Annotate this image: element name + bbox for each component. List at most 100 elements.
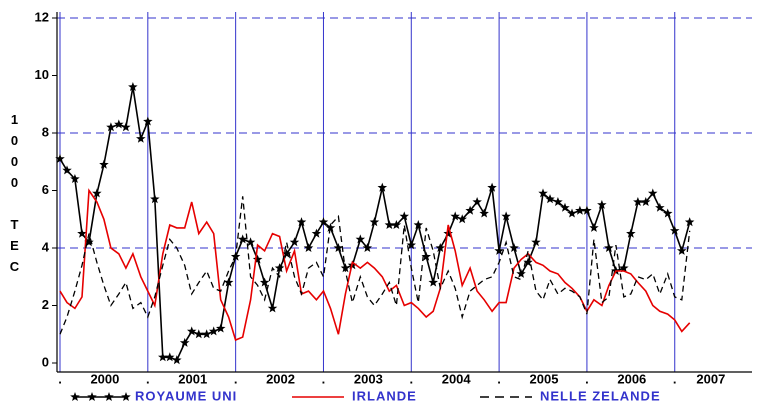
star-marker [633,197,643,206]
star-marker [626,228,636,238]
star-marker [281,248,292,258]
star-marker [99,159,109,169]
star-marker [641,197,651,206]
star-marker [62,165,72,175]
y-tick-label: 0 [42,354,49,369]
star-marker [237,234,248,244]
x-year-label: 2002 [266,371,295,386]
star-marker [325,222,336,232]
x-tick-label: . [585,371,589,386]
star-marker [487,182,497,192]
star-marker [567,208,577,218]
star-marker [457,214,467,224]
star-marker [509,243,519,252]
y-tick-label: 12 [35,9,49,24]
x-tick-label: . [409,371,413,386]
star-marker [465,205,475,215]
star-marker [553,197,563,206]
x-year-label: 2006 [617,371,646,386]
star-marker [619,263,629,273]
star-marker [114,119,124,129]
x-year-label: 2005 [530,371,559,386]
x-year-label: 2003 [354,371,383,386]
star-marker [121,122,131,132]
star-marker [355,234,366,244]
x-tick-label: . [497,371,501,386]
star-marker [128,82,138,91]
star-marker [201,329,212,339]
star-marker [216,323,226,333]
star-marker [413,220,424,229]
star-marker [208,326,219,336]
star-marker [179,337,190,347]
star-marker [472,197,482,206]
star-marker [538,188,548,198]
star-marker [450,211,460,221]
star-marker [245,237,256,247]
star-marker [655,202,665,212]
y-tick-label: 6 [42,182,49,197]
star-marker [516,268,526,278]
star-marker [259,277,270,287]
star-marker [289,237,300,247]
star-marker [501,211,511,221]
star-marker [70,174,80,183]
star-marker [443,228,453,238]
series-line [59,196,691,335]
star-marker [582,205,592,215]
star-marker [92,188,102,198]
star-marker [421,251,431,261]
star-marker [362,243,373,252]
y-tick-label: 4 [42,239,50,254]
x-year-label: 2000 [90,371,119,386]
y-tick-label: 10 [35,67,49,82]
star-marker [523,257,533,267]
legend-label: ROYAUME UNI [135,388,237,403]
legend-marker [70,392,80,401]
star-marker [545,194,555,204]
star-marker [384,220,395,229]
star-marker [143,116,153,126]
star-marker [296,217,307,227]
legend-label: NELLE ZELANDE [540,388,661,403]
legend-marker [121,392,131,401]
y-tick-label: 8 [42,124,49,139]
legend-marker [104,392,114,401]
x-year-label: 2001 [178,371,207,386]
star-marker [267,303,278,313]
series-line [59,188,691,342]
star-marker [589,222,599,232]
star-marker [597,199,607,209]
y-tick-label: 2 [42,297,49,312]
y-axis-label: 1000 TEC [7,112,22,280]
star-marker [158,352,168,362]
star-marker [406,240,416,250]
legend-marker [87,392,97,401]
star-marker [106,122,116,132]
legend-label: IRLANDE [352,388,417,403]
star-marker [531,237,541,247]
star-marker [165,352,175,362]
star-marker [428,277,438,287]
star-marker [311,228,322,238]
star-marker [172,355,182,365]
star-marker [187,326,197,336]
star-marker [318,217,329,227]
star-marker [84,237,94,247]
x-tick-label: . [322,371,326,386]
x-tick-label: . [146,371,150,386]
star-marker [435,243,445,252]
star-marker [150,194,160,204]
star-marker [77,228,87,238]
star-marker [663,208,673,218]
star-marker [479,208,489,218]
x-tick-label: . [58,371,62,386]
star-marker [677,245,687,255]
star-marker [252,254,263,264]
star-marker [494,245,504,255]
star-marker [333,243,344,252]
x-year-label: 2007 [696,371,725,386]
star-marker [399,211,409,221]
